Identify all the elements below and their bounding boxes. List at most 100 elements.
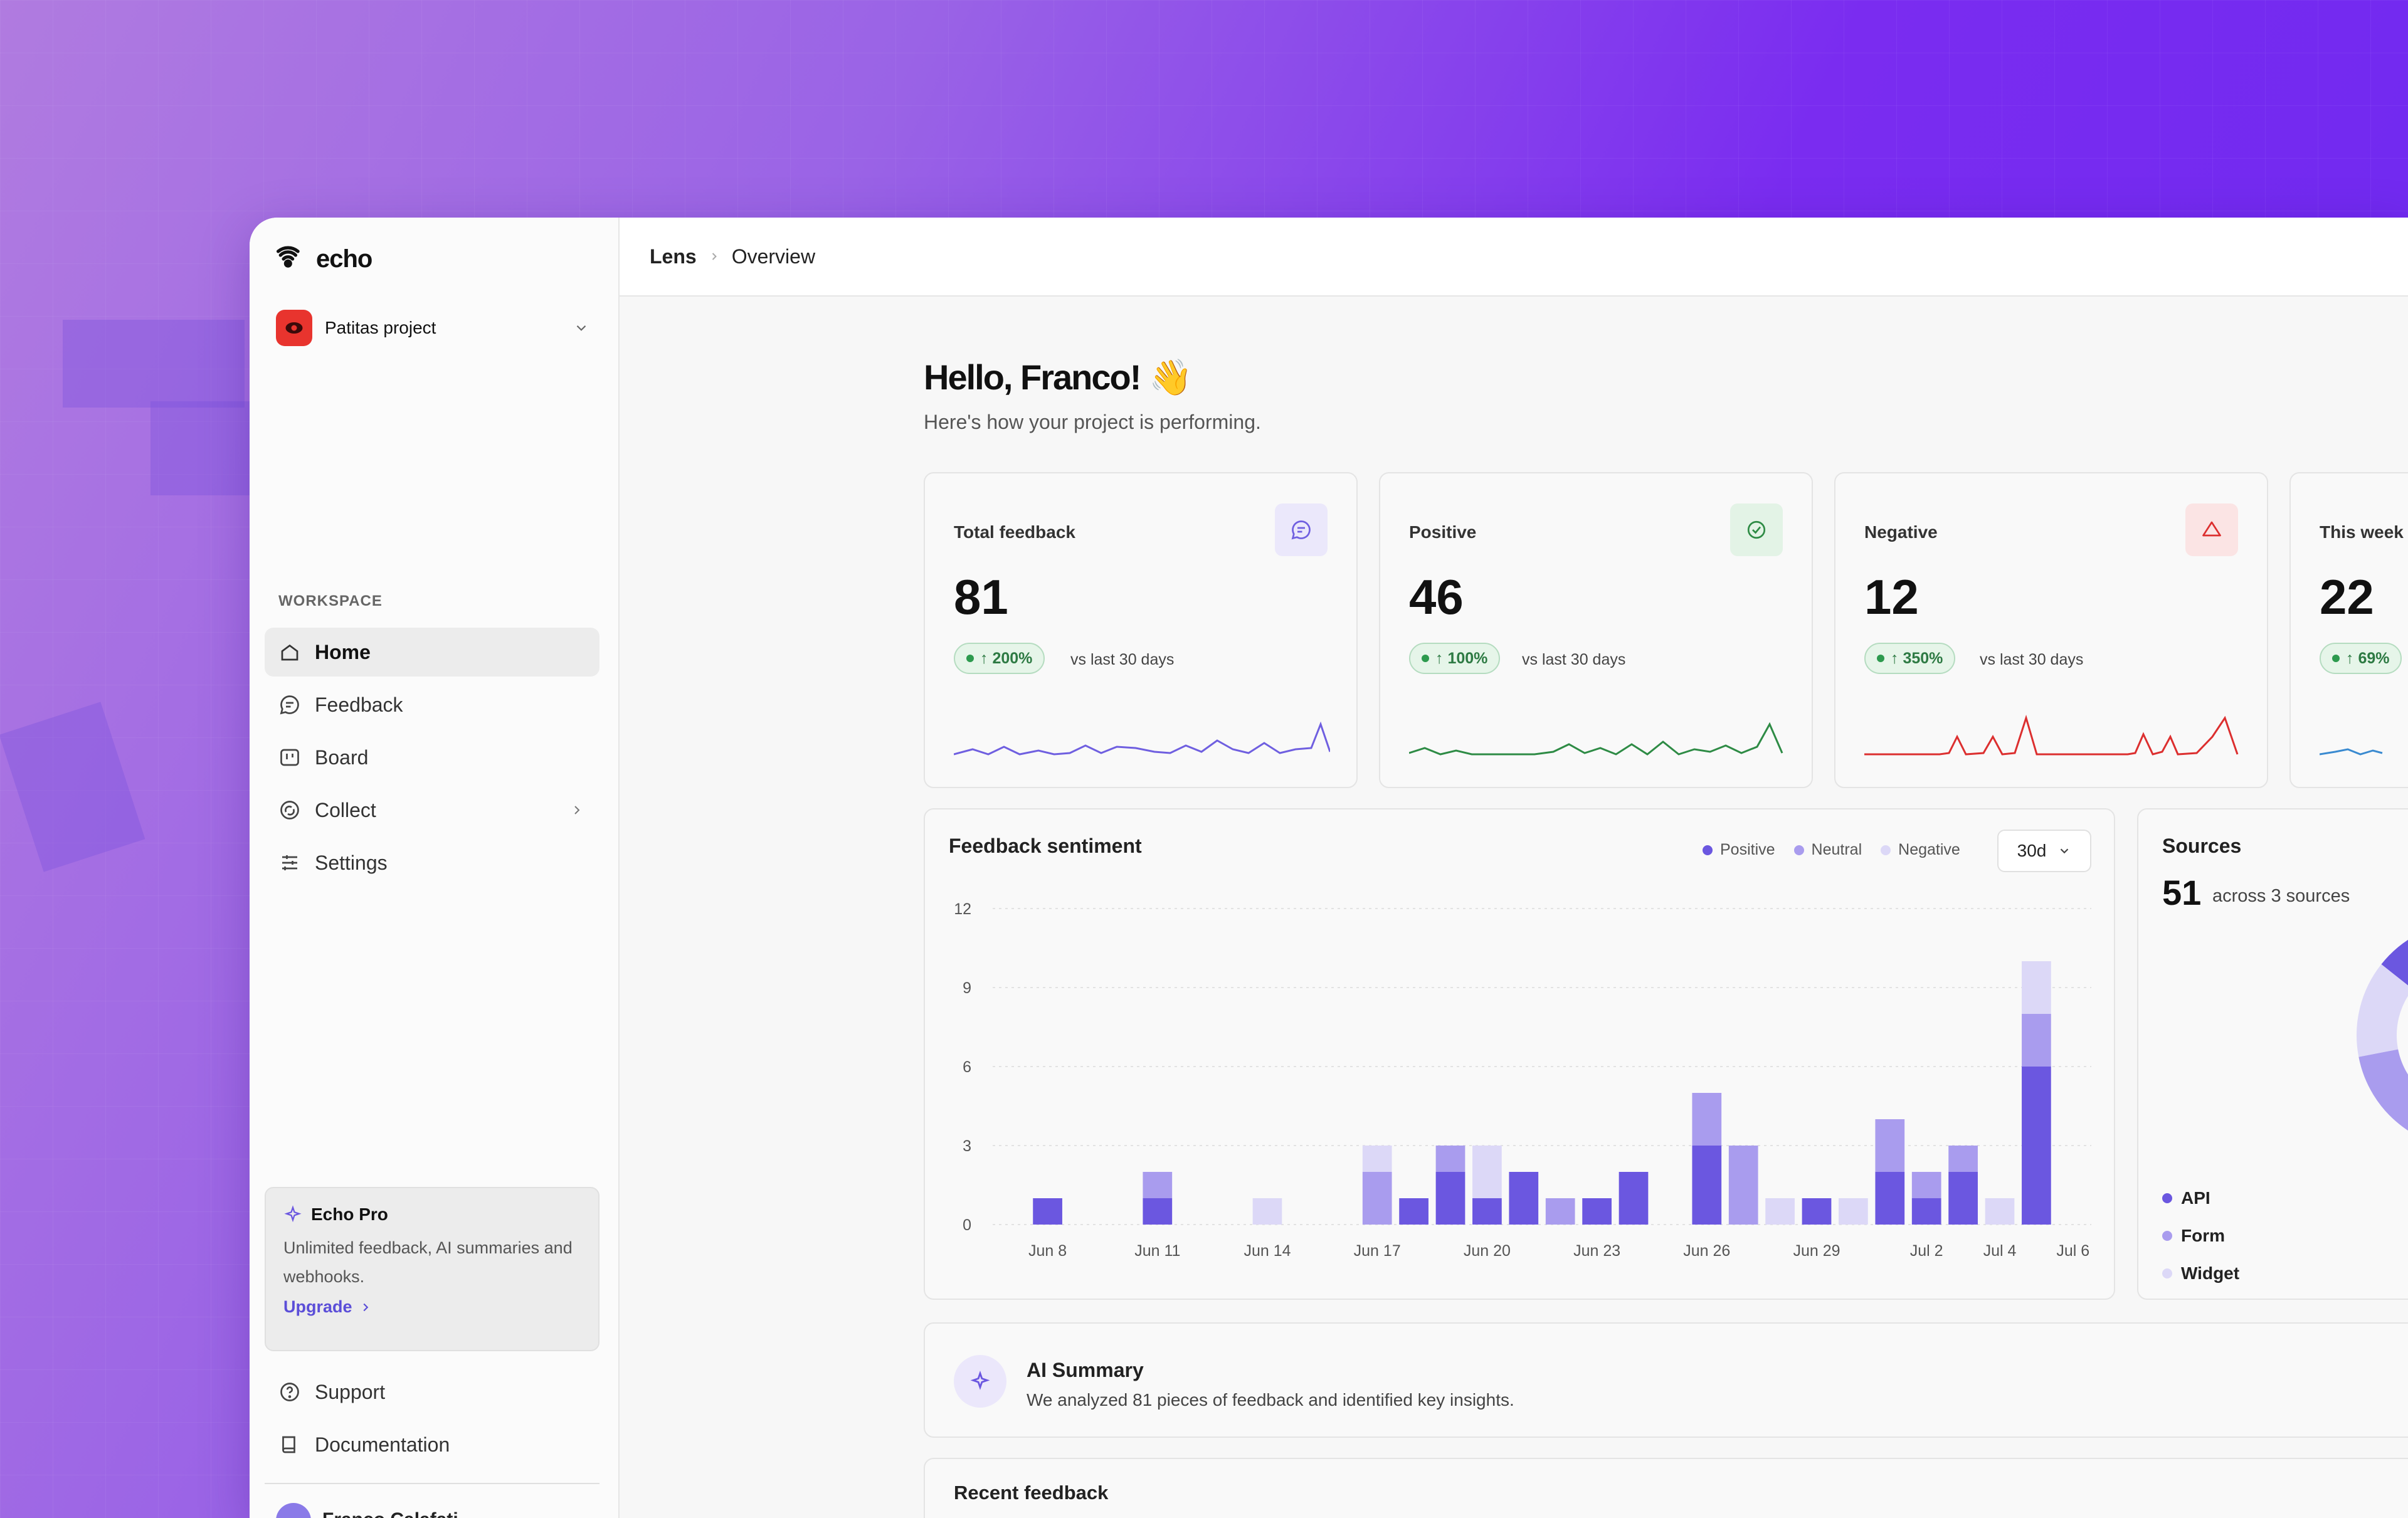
legend-item-negative[interactable]: Negative [1881,841,1960,859]
collect-icon [280,801,299,820]
sidebar-item-settings[interactable]: Settings [265,838,599,887]
user-name[interactable]: Franco Calafati [322,1509,458,1518]
bar-neutral [1692,1093,1722,1146]
y-tick-label: 0 [963,1216,971,1234]
chevron-right-icon [712,253,717,260]
legend-item-neutral[interactable]: Neutral [1793,841,1862,859]
x-tick-label: Jul 2 [1910,1242,1943,1260]
background-block [63,320,245,408]
stat-card-total-feedback[interactable]: Total feedback 81 ↑ 200% vs last 30 days [924,472,1358,788]
upgrade-link-label: Upgrade [283,1297,352,1316]
bar-neutral [1143,1172,1173,1198]
legend-label: Positive [1720,841,1775,858]
promo-title: Echo Pro [311,1204,388,1224]
chevron-right-icon [574,806,580,814]
stat-card-positive[interactable]: Positive 46 ↑ 100% vs last 30 days [1379,472,1813,788]
sidebar-item-label: Documentation [315,1433,450,1456]
sidebar-item-collect[interactable]: Collect [265,786,599,835]
chevron-down-icon [576,325,586,331]
sidebar-item-home[interactable]: Home [265,628,599,677]
legend-item-api[interactable]: API [2162,1179,2239,1217]
sidebar-item-label: Settings [315,851,388,874]
page-subtitle: Here's how your project is performing. [924,411,1261,433]
sidebar-item-feedback[interactable]: Feedback [265,680,599,729]
message-icon [1275,503,1328,556]
x-tick-label: Jun 20 [1464,1242,1511,1260]
upgrade-link[interactable]: Upgrade [283,1297,581,1317]
bar-neutral [1948,1146,1978,1172]
app-logo[interactable]: echo [276,240,372,278]
x-tick-label: Jul 6 [2056,1242,2089,1260]
stat-card-this-week[interactable]: This week 22 ↑ 69% [2289,472,2408,788]
upgrade-promo-card: Echo Pro Unlimited feedback, AI summarie… [265,1187,599,1351]
legend-item-positive[interactable]: Positive [1703,841,1775,859]
stat-value: 22 [2320,569,2374,625]
y-tick-label: 3 [963,1137,971,1155]
broadcast-icon [276,246,300,268]
main-content: Hello, Franco! 👋 Here's how your project… [924,218,2408,1518]
legend-item-widget[interactable]: Widget [2162,1255,2239,1292]
range-select[interactable]: 30d [1997,830,2091,872]
bar-negative [1765,1198,1795,1225]
legend-label: API [2181,1188,2210,1208]
chevron-down-icon [2061,848,2069,854]
bar-positive [1911,1198,1941,1225]
legend-item-form[interactable]: Form [2162,1217,2239,1255]
sources-total: 51 [2162,873,2202,912]
app-name: echo [316,245,372,273]
check-circle-icon [1730,503,1783,556]
bar-positive [1619,1172,1649,1225]
sidebar-nav: Home Feedback Board Collect Settings [265,628,599,891]
avatar[interactable] [276,1503,311,1518]
ai-summary-title: AI Summary [1027,1359,1144,1381]
feedback-sentiment-chart: 0 3 6 9 12 Jun 8 Jun 11 Jun 14 Jun 17 Jun 20 Jun 2… [924,808,2115,1300]
donut-slice-widget[interactable] [2357,964,2408,1057]
sidebar: echo Patitas project WORKSPACE Home Feed… [250,218,620,1518]
promo-text: Unlimited feedback, AI summaries and web… [283,1238,573,1286]
range-select-value: 30d [2017,841,2047,860]
bar-neutral [1362,1172,1392,1225]
stat-label: This week [2320,522,2404,542]
page-title: Hello, Franco! 👋 [924,357,1193,397]
bar-negative [2022,961,2051,1014]
x-tick-label: Jun 17 [1354,1242,1401,1260]
y-tick-label: 6 [963,1058,971,1076]
sidebar-item-support[interactable]: Support [265,1368,599,1416]
badge-change: ↑ 350% [1891,649,1943,667]
stat-compare: vs last 30 days [1070,651,1175,668]
donut-slice-api[interactable] [2381,939,2408,986]
legend-label: Negative [1898,841,1960,858]
recent-feedback-title: Recent feedback [954,1482,1109,1504]
sidebar-item-documentation[interactable]: Documentation [265,1420,599,1469]
home-icon [281,644,298,661]
sparkline [2320,748,2383,756]
x-tick-label: Jun 23 [1573,1242,1620,1260]
breadcrumb-root[interactable]: Lens [650,245,697,268]
x-tick-label: Jun 8 [1028,1242,1067,1260]
sparkline [1409,722,1783,756]
bar-positive [1472,1198,1502,1225]
bar-positive [1509,1172,1539,1225]
stat-label: Negative [1864,522,1938,542]
chart-title: Feedback sentiment [949,835,1142,857]
sidebar-item-label: Support [315,1380,386,1403]
project-switcher[interactable]: Patitas project [276,309,589,347]
bar-negative [1252,1198,1282,1225]
sparkline [954,721,1330,756]
sources-legend: API Form Widget [2162,1179,2239,1292]
sidebar-item-board[interactable]: Board [265,733,599,782]
badge-change: ↑ 69% [2346,649,2390,667]
stat-label: Total feedback [954,522,1075,542]
x-tick-label: Jun 26 [1683,1242,1730,1260]
sidebar-item-label: Collect [315,798,376,821]
ai-summary-card[interactable]: AI Summary We analyzed 81 pieces of feed… [924,1322,2408,1438]
sparkline [1864,714,2239,756]
sidebar-item-label: Feedback [315,693,403,716]
sliders-icon [282,855,297,870]
sources-card: Sources 51 across 3 sources API Form Wid… [2137,808,2408,1300]
bar-neutral [1545,1198,1575,1225]
stat-card-negative[interactable]: Negative 12 ↑ 350% vs last 30 days [1834,472,2268,788]
bar-neutral [1728,1146,1758,1225]
bar-positive [1692,1146,1722,1225]
x-tick-label: Jun 29 [1793,1242,1840,1260]
